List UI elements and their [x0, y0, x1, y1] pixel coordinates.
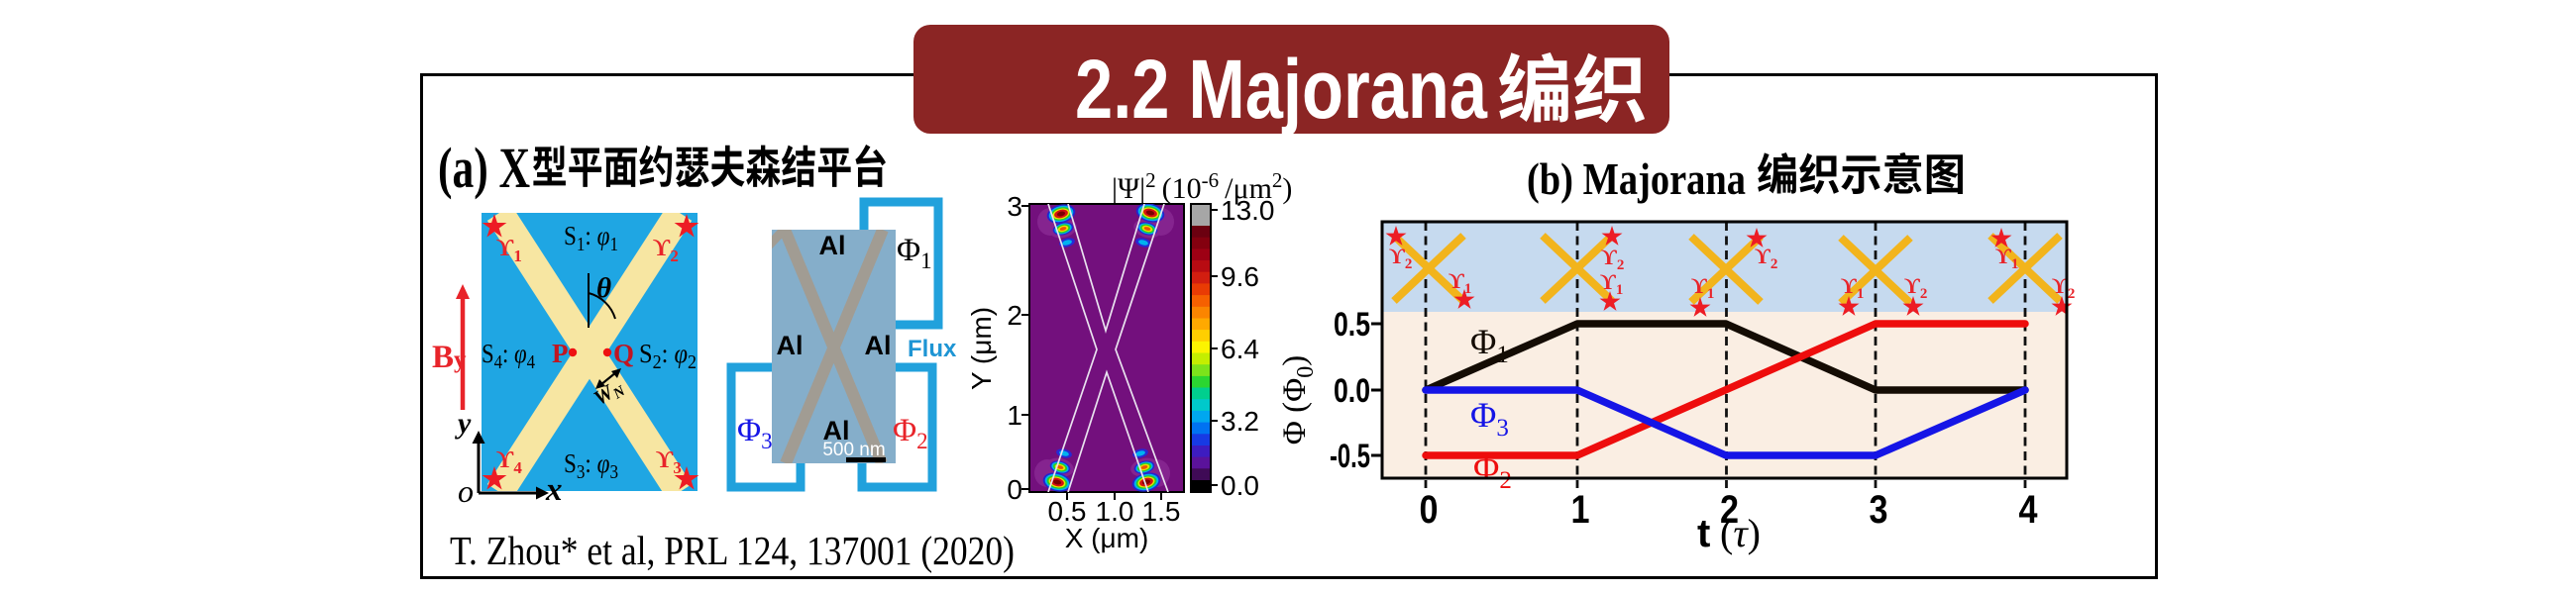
svg-text:0.5: 0.5 [1334, 306, 1370, 344]
svg-text:(b) Majorana: (b) Majorana [1527, 153, 1746, 204]
svg-text:3.2: 3.2 [1221, 406, 1259, 437]
svg-text:0.0: 0.0 [1221, 470, 1259, 501]
svg-text:-0.5: -0.5 [1330, 438, 1370, 475]
svg-text:x: x [545, 472, 563, 508]
svg-text:ϒ4: ϒ4 [496, 447, 522, 477]
svg-text:1.5: 1.5 [1142, 496, 1181, 527]
svg-text:2: 2 [1720, 488, 1739, 532]
svg-text:S2: φ2: S2: φ2 [639, 339, 697, 373]
svg-text:Y (μm): Y (μm) [966, 307, 997, 390]
svg-text:1: 1 [1007, 400, 1022, 431]
svg-text:0.0: 0.0 [1334, 372, 1370, 410]
svg-text:1: 1 [1571, 488, 1590, 532]
svg-text:Flux: Flux [908, 336, 957, 362]
svg-text:S3: φ3: S3: φ3 [564, 448, 618, 483]
svg-text:Q: Q [613, 339, 634, 368]
svg-text:6.4: 6.4 [1221, 334, 1259, 364]
svg-text:2.2 Majorana: 2.2 Majorana [1075, 43, 1488, 136]
svg-text:(τ): (τ) [1720, 511, 1761, 555]
svg-text:9.6: 9.6 [1221, 261, 1259, 292]
svg-text:Al: Al [819, 231, 846, 260]
svg-text:t: t [1697, 512, 1710, 555]
svg-text:X (μm): X (μm) [1065, 523, 1149, 553]
svg-text:0.5: 0.5 [1048, 496, 1087, 527]
svg-text:13.0: 13.0 [1221, 195, 1275, 226]
svg-text:y: y [455, 407, 472, 440]
svg-text:S4: φ4: S4: φ4 [482, 339, 535, 373]
svg-text:Al: Al [777, 331, 804, 360]
svg-text:1.0: 1.0 [1096, 496, 1134, 527]
svg-text:4: 4 [2019, 488, 2039, 532]
svg-text:2: 2 [1007, 300, 1022, 331]
svg-text:0: 0 [1007, 474, 1022, 505]
svg-text:500 nm: 500 nm [822, 440, 885, 460]
svg-text:|Ψ|2 (10-6 /μm2): |Ψ|2 (10-6 /μm2) [1112, 168, 1292, 205]
svg-text:(a) X: (a) X [438, 136, 530, 200]
svg-text:Al: Al [823, 416, 850, 446]
svg-text:3: 3 [1870, 488, 1888, 532]
svg-text:T. Zhou* et al, PRL 124, 13700: T. Zhou* et al, PRL 124, 137001 (2020) [450, 528, 1015, 573]
svg-text:P: P [552, 339, 569, 368]
svg-text:o: o [458, 473, 474, 509]
svg-text:Al: Al [865, 331, 892, 360]
svg-text:0: 0 [1420, 488, 1439, 532]
svg-text:S1: φ1: S1: φ1 [564, 221, 618, 255]
svg-text:3: 3 [1007, 191, 1022, 222]
svg-text:θ: θ [596, 272, 611, 304]
